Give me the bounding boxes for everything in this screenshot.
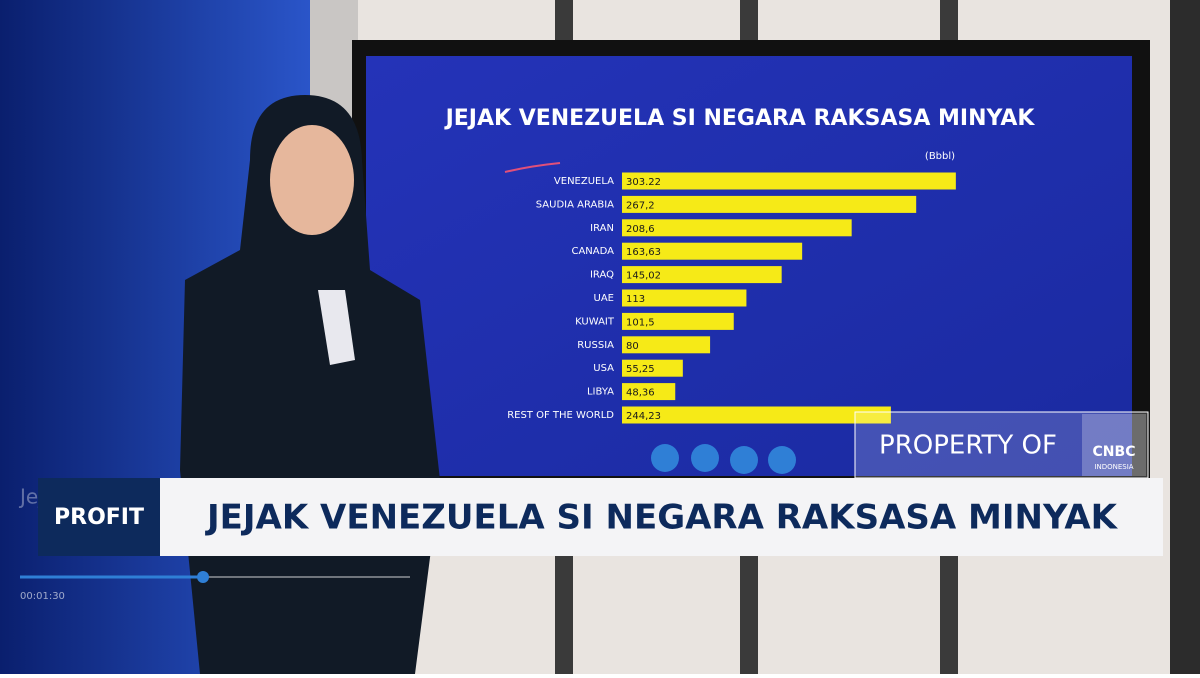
value-label: 113 bbox=[626, 294, 645, 305]
nav-buttons bbox=[651, 444, 796, 474]
watermark-text: PROPERTY OF bbox=[879, 431, 1057, 461]
value-label: 208,6 bbox=[626, 224, 655, 235]
nav-button[interactable] bbox=[691, 444, 719, 472]
nav-button[interactable] bbox=[651, 444, 679, 472]
progress-handle[interactable] bbox=[197, 571, 209, 583]
bar bbox=[622, 336, 711, 354]
category-label: REST OF THE WORLD bbox=[507, 410, 614, 421]
program-label: PROFIT bbox=[54, 505, 144, 530]
value-label: 48,36 bbox=[626, 388, 655, 399]
value-label: 101,5 bbox=[626, 317, 655, 328]
bar bbox=[622, 289, 747, 307]
watermark: PROPERTY OF CNBC INDONESIA bbox=[854, 411, 1149, 479]
logo-sub: INDONESIA bbox=[1094, 463, 1133, 471]
logo: CNBC bbox=[1093, 444, 1136, 460]
bar bbox=[622, 242, 803, 260]
value-label: 267,2 bbox=[626, 200, 655, 211]
category-label: RUSSIA bbox=[577, 340, 614, 351]
bar bbox=[622, 406, 891, 424]
category-label: IRAQ bbox=[590, 270, 614, 281]
headline-banner bbox=[160, 478, 1163, 556]
nav-button[interactable] bbox=[768, 446, 796, 474]
time-display: 00:01:30 bbox=[20, 591, 65, 602]
bar bbox=[622, 172, 956, 190]
value-label: 80 bbox=[626, 341, 639, 352]
category-label: IRAN bbox=[590, 223, 614, 234]
chart-title: JEJAK VENEZUELA SI NEGARA RAKSASA MINYAK bbox=[444, 106, 1036, 131]
annotation-stroke bbox=[504, 162, 561, 173]
bar bbox=[622, 383, 676, 401]
value-label: 55,25 bbox=[626, 364, 655, 375]
category-label: CANADA bbox=[571, 246, 614, 257]
bar bbox=[622, 219, 852, 237]
value-label: 145,02 bbox=[626, 271, 661, 282]
frame bbox=[1170, 0, 1200, 674]
bar bbox=[622, 266, 782, 284]
bar bbox=[622, 359, 683, 377]
category-label: UAE bbox=[594, 293, 614, 304]
value-label: 163,63 bbox=[626, 247, 661, 258]
value-label: 303.22 bbox=[626, 177, 661, 188]
program-box bbox=[38, 478, 160, 556]
bar bbox=[622, 312, 734, 330]
category-label: LIBYA bbox=[587, 387, 614, 398]
category-label: USA bbox=[593, 363, 614, 374]
value-label: 244,23 bbox=[626, 411, 661, 422]
category-label: VENEZUELA bbox=[554, 176, 614, 187]
unit-label: (Bbbl) bbox=[925, 151, 955, 162]
nav-button[interactable] bbox=[730, 446, 758, 474]
headline: JEJAK VENEZUELA SI NEGARA RAKSASA MINYAK bbox=[205, 498, 1119, 538]
chart: JEJAK VENEZUELA SI NEGARA RAKSASA MINYAK… bbox=[444, 106, 1036, 424]
bar bbox=[622, 195, 917, 213]
category-label: KUWAIT bbox=[575, 316, 615, 327]
category-label: SAUDIA ARABIA bbox=[536, 199, 614, 210]
screen bbox=[366, 56, 1132, 476]
